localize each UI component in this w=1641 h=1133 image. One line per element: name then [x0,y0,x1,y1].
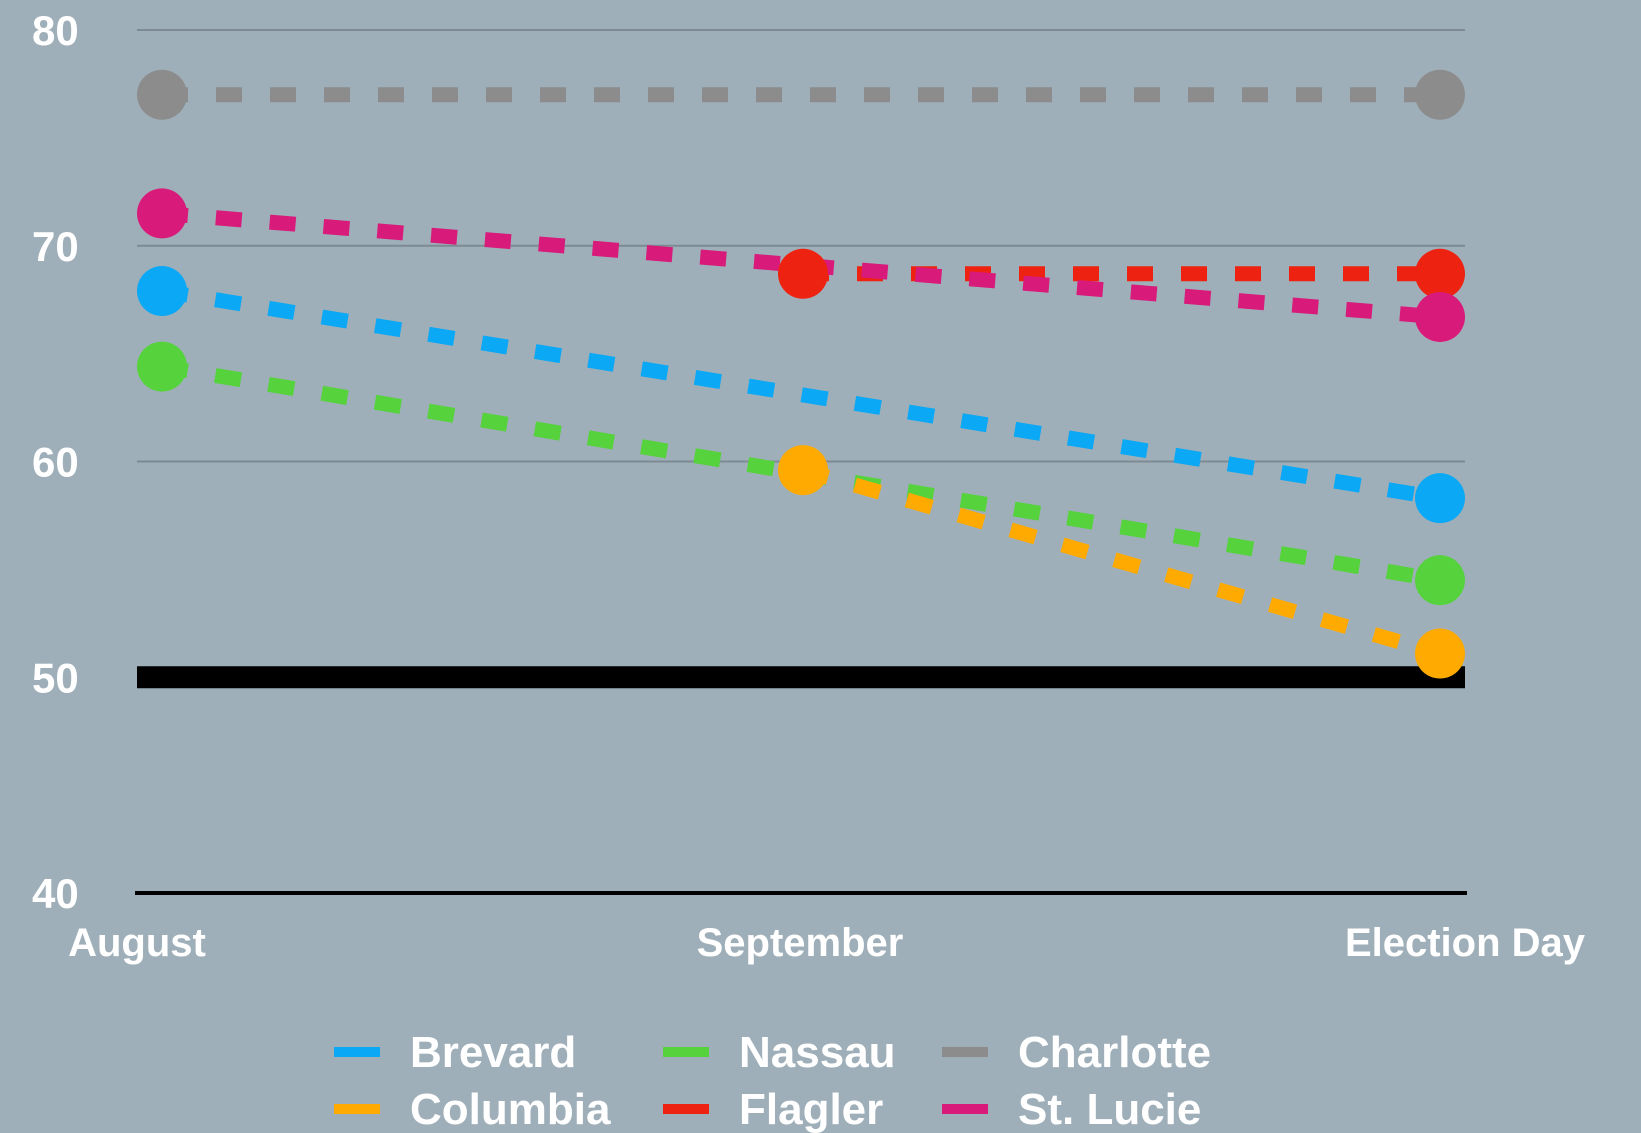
data-point-brevard [137,266,187,317]
legend-label-nassau: Nassau [739,1028,896,1077]
y-tick-label: 40 [32,870,79,917]
series-line-columbia [800,462,1443,661]
x-tick-label: September [697,921,904,965]
series-lines [160,87,1443,661]
legend-label-flagler: Flagler [739,1085,883,1133]
x-tick-label: August [68,921,206,965]
data-point-columbia [1415,628,1465,679]
data-point-charlotte [137,69,187,120]
y-tick-label: 80 [32,7,79,54]
legend-label-charlotte: Charlotte [1018,1028,1211,1077]
legend-label-st-lucie: St. Lucie [1018,1085,1201,1133]
y-tick-label: 70 [32,223,79,270]
x-tick-label: Election Day [1345,921,1586,965]
data-point-st-lucie [1415,291,1465,342]
legend-label-columbia: Columbia [410,1085,611,1133]
data-point-charlotte [1415,69,1465,120]
data-point-columbia [778,445,828,496]
data-points [137,69,1465,679]
data-point-nassau [1415,555,1465,606]
legend: Brevard Nassau Charlotte Columbia Flagler St.… [334,1028,1211,1133]
data-point-brevard [1415,473,1465,524]
data-point-flagler [778,248,828,299]
gridlines [137,29,1465,689]
data-point-nassau [137,341,187,392]
data-point-flagler [1415,248,1465,299]
y-tick-label: 60 [32,439,79,486]
data-point-st-lucie [137,188,187,239]
y-tick-label: 50 [32,654,79,701]
legend-label-brevard: Brevard [410,1028,576,1077]
